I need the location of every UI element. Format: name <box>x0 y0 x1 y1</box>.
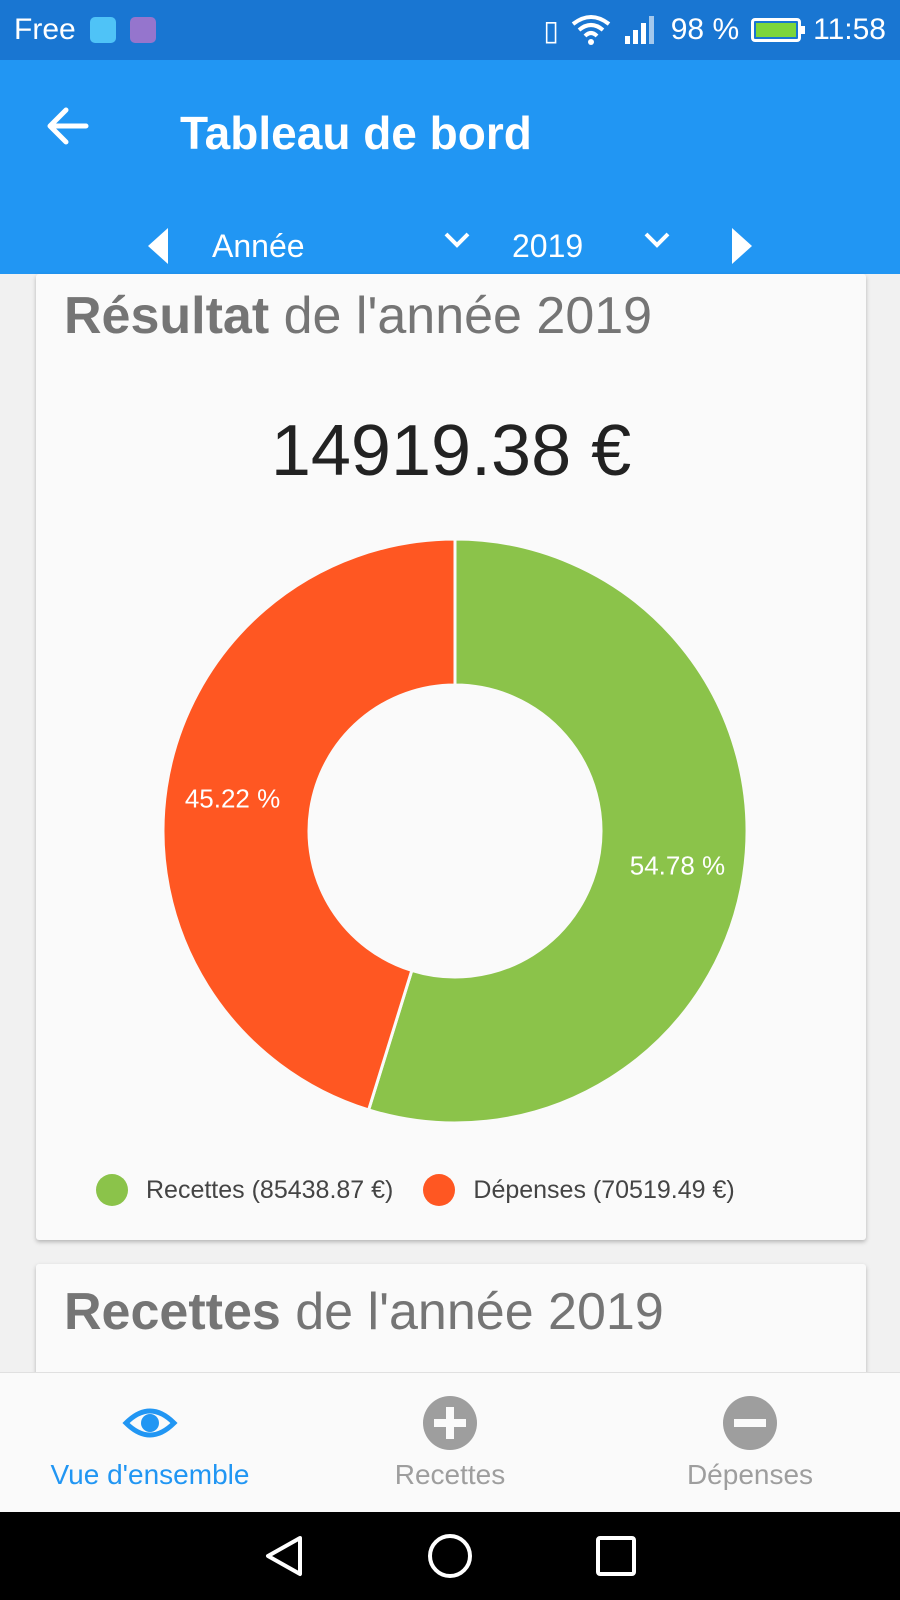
wifi-icon <box>571 15 610 45</box>
nav-recettes-label: Recettes <box>394 1459 506 1490</box>
system-navigation-bar <box>0 1512 900 1600</box>
system-home-icon[interactable] <box>426 1532 474 1580</box>
recettes-card: Recettes de l'année 2019 <box>36 1264 866 1464</box>
period-filter-row: Année 2019 <box>0 220 900 270</box>
carrier-label: Free <box>14 13 76 46</box>
nav-depenses-label: Dépenses <box>686 1459 814 1490</box>
legend-dot-depenses <box>423 1174 456 1206</box>
result-amount: 14919.38 € <box>270 411 632 491</box>
eye-icon <box>122 1408 178 1438</box>
plus-circle-icon <box>423 1396 477 1450</box>
status-bar: Free ▯ 98 % 11:58 <box>0 0 900 60</box>
nav-overview[interactable]: Vue d'ensemble <box>0 1373 300 1513</box>
android-notification-icon <box>89 17 116 43</box>
page-title: Tableau de bord <box>180 107 532 159</box>
bottom-navigation: Vue d'ensemble Recettes Dépenses <box>0 1372 900 1513</box>
battery-percent: 98 % <box>670 13 740 46</box>
year-select[interactable]: 2019 <box>512 228 584 264</box>
legend-item-recettes: Recettes (85438.87 €) <box>96 1174 393 1206</box>
donut-chart: 54.78 % 45.22 % <box>161 537 749 1125</box>
chart-legend: Recettes (85438.87 €) Dépenses (70519.49… <box>96 1174 856 1206</box>
recettes-card-title: Recettes de l'année 2019 <box>64 1283 664 1341</box>
donut-slice-label-1: 45.22 % <box>185 783 280 813</box>
battery-icon <box>751 18 806 42</box>
clock: 11:58 <box>813 13 886 46</box>
result-card-title: Résultat de l'année 2019 <box>64 287 653 345</box>
legend-dot-recettes <box>96 1174 128 1206</box>
period-select[interactable]: Année <box>212 228 305 264</box>
vibrate-icon: ▯ <box>543 14 559 46</box>
previous-period-icon[interactable] <box>148 228 168 264</box>
system-recents-icon[interactable] <box>594 1534 638 1578</box>
next-period-icon[interactable] <box>732 228 752 264</box>
app-bar: Tableau de bord Année 2019 <box>0 60 900 274</box>
minus-circle-icon <box>723 1396 777 1450</box>
donut-slice-1[interactable] <box>161 537 457 1112</box>
donut-slice-0[interactable] <box>366 537 749 1125</box>
nav-overview-label: Vue d'ensemble <box>50 1459 250 1490</box>
legend-label-depenses: Dépenses (70519.49 €) <box>473 1175 735 1204</box>
period-chevron-down-icon[interactable] <box>440 220 474 263</box>
nav-depenses[interactable]: Dépenses <box>600 1373 900 1513</box>
back-arrow-icon[interactable] <box>46 104 90 156</box>
nav-recettes[interactable]: Recettes <box>300 1373 600 1513</box>
legend-item-depenses: Dépenses (70519.49 €) <box>423 1174 735 1206</box>
app-notification-icon <box>129 17 156 43</box>
year-chevron-down-icon[interactable] <box>640 220 674 263</box>
legend-label-recettes: Recettes (85438.87 €) <box>146 1175 394 1204</box>
signal-icon <box>624 16 654 44</box>
system-back-icon[interactable] <box>262 1534 306 1578</box>
result-card: Résultat de l'année 2019 14919.38 € 54.7… <box>36 274 866 1240</box>
donut-slice-label-0: 54.78 % <box>630 851 725 881</box>
